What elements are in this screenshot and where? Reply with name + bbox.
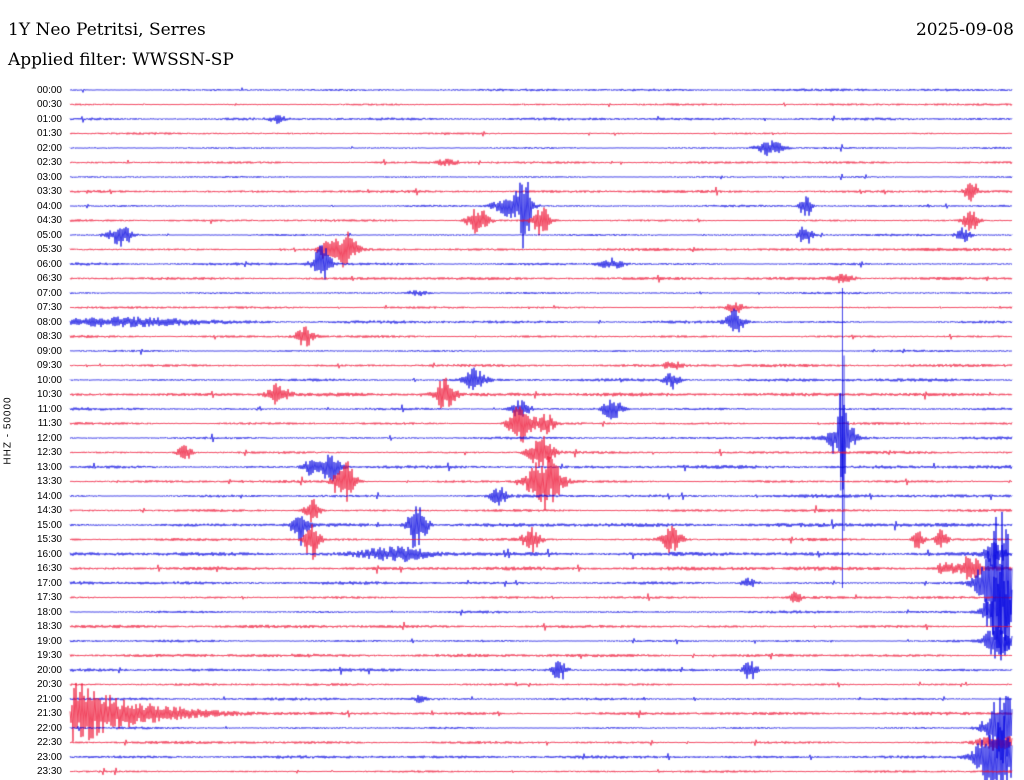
seismogram-canvas	[0, 0, 1024, 780]
